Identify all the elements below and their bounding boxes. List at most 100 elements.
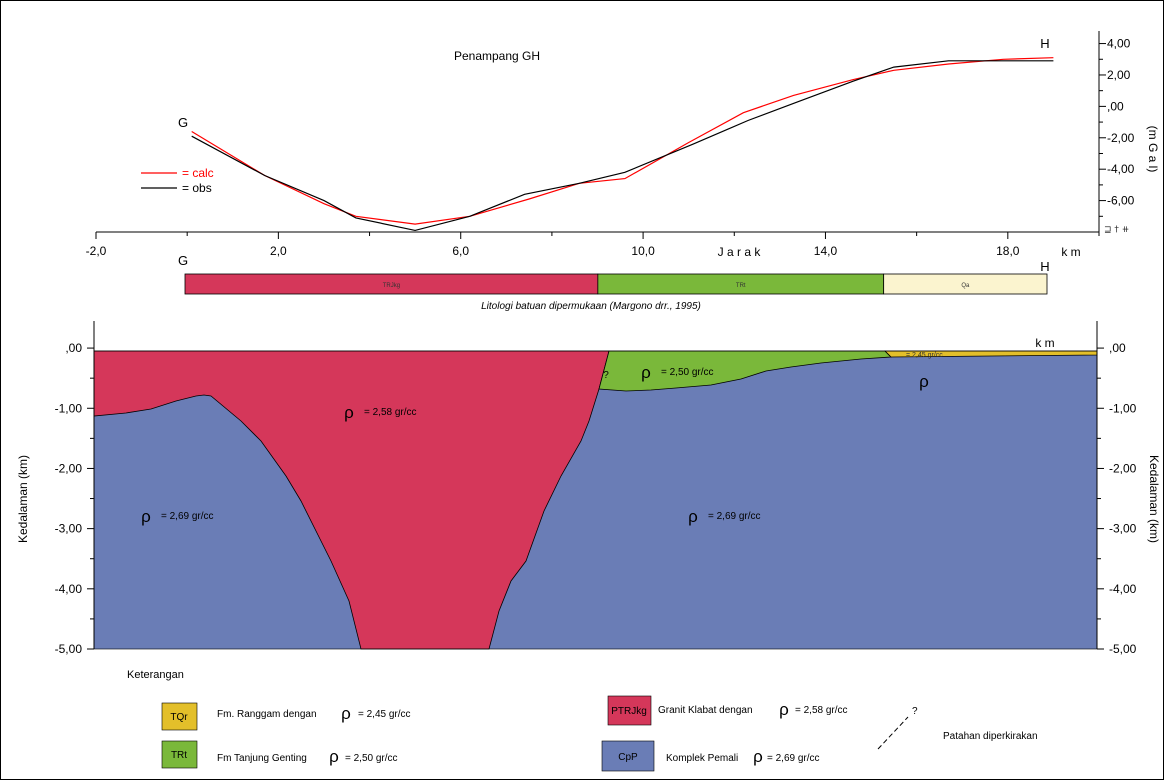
depth-tick-label-left: -5,00: [55, 642, 83, 656]
legend-swatch: [607, 695, 652, 726]
legend-rho: ρ: [341, 704, 351, 723]
body-granit-klabat: [93, 350, 610, 650]
gravity-x-unit: k m: [1061, 245, 1080, 259]
legend-code: TQr: [170, 712, 188, 723]
legend-code: TRt: [171, 750, 187, 761]
legend-rho: ρ: [753, 747, 763, 766]
gravity-y-axis-label: (m G a l): [1146, 126, 1160, 173]
strip-unit-qa: [883, 273, 1048, 295]
gravity-x-axis-label: J a r a k: [718, 245, 762, 259]
depth-y-axis-label-right: Kedalaman (km): [1147, 455, 1161, 543]
legend-item-tanjung-genting: TRt Fm Tanjung Genting ρ = 2,50 gr/cc: [161, 740, 398, 769]
gravity-x-tick-label: -2,0: [86, 244, 107, 258]
profile-title: Penampang GH: [454, 49, 540, 63]
density-symbol: ρ: [344, 403, 354, 422]
strip-end-label: H: [1040, 259, 1049, 274]
density-annotation: ρ = 2,58 gr/cc: [344, 403, 416, 422]
strip-caption: Litologi batuan dipermukaan (Margono drr…: [481, 301, 701, 312]
legend-value: = 2,45 gr/cc: [358, 709, 411, 720]
density-symbol: ρ: [141, 507, 151, 526]
profile-end-label: H: [1040, 36, 1049, 51]
depth-section: ,00 ,00 -1,00 -1,00 -2,00 -2,00 -3,00 -3,00 -4,0…: [16, 321, 1161, 656]
fault-line-swatch: [877, 716, 909, 750]
density-symbol: ρ: [641, 363, 651, 382]
legend-value: = 2,50 gr/cc: [345, 753, 398, 764]
depth-tick-label-right: -1,00: [1109, 401, 1137, 415]
legend-item-komplek-pemali: CpP Komplek Pemali ρ = 2,69 gr/cc: [601, 740, 820, 772]
legend-rho: ρ: [329, 747, 339, 766]
density-annotation: ρ = 2,69 gr/cc: [141, 507, 213, 526]
legend-text: Fm Tanjung Genting: [217, 753, 307, 764]
small-density-symbol: ρ: [919, 372, 929, 391]
gravity-axes: -2,0 2,0 6,0 10,0 14,0 18,0 4,00 2,00 ,00 -2,00 -4…: [86, 31, 1135, 258]
depth-x-unit: k m: [1035, 336, 1054, 350]
legend-swatch: [161, 702, 198, 731]
legend: Keterangan TQr Fm. Ranggam dengan ρ = 2,…: [127, 669, 1038, 772]
legend-text: Fm. Ranggam dengan: [217, 709, 317, 720]
fault-text: Patahan diperkirakan: [943, 731, 1038, 742]
depth-tick-label-right: ,00: [1109, 341, 1126, 355]
strip-unit-label: TRJkg: [383, 283, 400, 289]
legend-item-fault: ? Patahan diperkirakan: [877, 706, 1038, 750]
depth-y-axis-label-left: Kedalaman (km): [16, 455, 30, 543]
legend-value: = 2,69 gr/cc: [767, 753, 820, 764]
legend-value: = 2,58 gr/cc: [795, 705, 848, 716]
uncertain-mark: ?: [603, 370, 609, 381]
density-annotation: ρ = 2,50 gr/cc: [641, 363, 713, 382]
surface-lithology-strip: G H TRJkg TRt Qa Litologi batuan dipermuka…: [178, 253, 1050, 312]
legend-code: PTRJkg: [611, 706, 647, 717]
depth-tick-label-left: -2,00: [55, 461, 83, 475]
gravity-y-tick-label: -6,00: [1107, 194, 1135, 208]
density-value: = 2,69 gr/cc: [708, 511, 761, 522]
gravity-y-tick-label: -2,00: [1107, 131, 1135, 145]
strip-start-label: G: [178, 253, 188, 268]
depth-tick-label-left: -4,00: [55, 582, 83, 596]
legend-code: CpP: [618, 752, 638, 763]
gravity-x-tick-label: 18,0: [996, 244, 1020, 258]
legend-title: Keterangan: [127, 669, 184, 681]
density-symbol: ρ: [688, 507, 698, 526]
axis-corner-glyph: ⊒ † ⧺: [1104, 225, 1129, 235]
gravity-x-tick-label: 14,0: [814, 244, 838, 258]
gravity-y-tick-label: 4,00: [1107, 37, 1131, 51]
strip-units: TRJkg TRt Qa: [184, 273, 1048, 295]
gravity-x-tick-label: 6,0: [452, 244, 469, 258]
legend-rho: ρ: [779, 700, 789, 719]
gravity-series-line-obs: [191, 60, 1054, 232]
density-value: = 2,58 gr/cc: [364, 407, 417, 418]
gravity-y-tick-label: -4,00: [1107, 162, 1135, 176]
depth-tick-label-left: -1,00: [55, 401, 83, 415]
legend-text: Komplek Pemali: [666, 753, 738, 764]
strip-unit-label: TRt: [736, 283, 746, 289]
ranggam-density-value: = 2,45 gr/cc: [906, 352, 943, 359]
legend-text: Granit Klabat dengan: [658, 705, 753, 716]
depth-axes: ,00 ,00 -1,00 -1,00 -2,00 -2,00 -3,00 -3,00 -4,0…: [55, 321, 1137, 656]
depth-tick-label-left: ,00: [65, 341, 82, 355]
legend-item-granit-klabat: PTRJkg Granit Klabat dengan ρ = 2,58 gr/…: [607, 695, 848, 726]
gravity-series: [191, 57, 1054, 232]
fault-question-mark: ?: [912, 706, 918, 717]
strip-unit-label: Qa: [961, 283, 970, 289]
depth-tick-label-right: -3,00: [1109, 522, 1137, 536]
body-tanjung-genting: [598, 350, 892, 392]
gravity-y-tick-label: 2,00: [1107, 68, 1131, 82]
density-annotation: ρ = 2,69 gr/cc: [688, 507, 760, 526]
section-bodies: [93, 350, 1098, 650]
legend-obs-label: = obs: [182, 181, 212, 195]
gravity-x-tick-label: 10,0: [631, 244, 655, 258]
legend-swatch: [161, 740, 198, 769]
depth-tick-label-right: -5,00: [1109, 642, 1137, 656]
gravity-x-tick-label: 2,0: [270, 244, 287, 258]
depth-tick-label-right: -2,00: [1109, 461, 1137, 475]
depth-tick-label-right: -4,00: [1109, 582, 1137, 596]
density-value: = 2,69 gr/cc: [161, 511, 214, 522]
depth-tick-label-left: -3,00: [55, 522, 83, 536]
legend-item-ranggam: TQr Fm. Ranggam dengan ρ = 2,45 gr/cc: [161, 702, 411, 731]
legend-swatch: [601, 740, 655, 772]
gravity-y-tick-label: ,00: [1107, 99, 1124, 113]
gravity-profile: Penampang GH -2,0 2,0 6,0 10,0 14,0 18,0 4,00 2…: [86, 31, 1160, 259]
profile-start-label: G: [178, 115, 188, 130]
density-value: = 2,50 gr/cc: [661, 367, 714, 378]
